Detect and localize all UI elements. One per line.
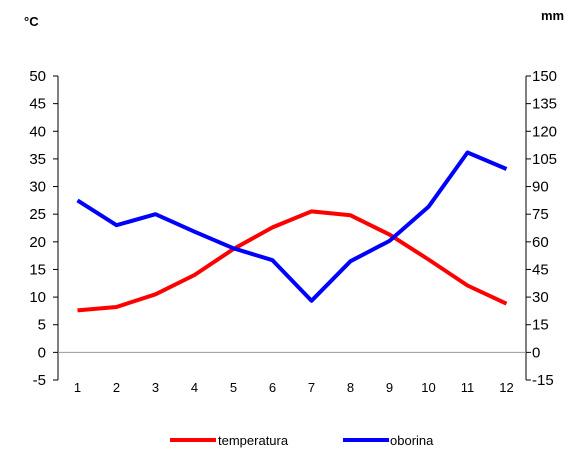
x-tick-label: 10 — [421, 380, 435, 395]
left-y-tick-label: 35 — [29, 151, 46, 168]
left-y-tick-label: 10 — [29, 289, 46, 306]
x-tick-label: 9 — [386, 380, 393, 395]
x-tick-label: 4 — [191, 380, 198, 395]
right-y-tick-label: 0 — [532, 344, 540, 361]
x-tick-label: 11 — [461, 380, 475, 395]
left-y-tick-label: 25 — [29, 206, 46, 223]
chart-legend: temperatura oborina — [170, 433, 434, 448]
right-y-tick-label: 135 — [532, 96, 557, 113]
left-y-tick-label: 20 — [29, 234, 46, 251]
left-y-tick-label: 50 — [29, 68, 46, 85]
x-tick-label: 3 — [152, 380, 159, 395]
left-y-tick-label: 45 — [29, 96, 46, 113]
x-tick-label: 12 — [499, 380, 513, 395]
left-y-tick-label: 15 — [29, 261, 46, 278]
right-y-tick-label: 75 — [532, 206, 549, 223]
right-y-tick-label: -15 — [532, 372, 554, 389]
left-y-tick-label: -5 — [33, 372, 46, 389]
x-tick-label: 8 — [347, 380, 354, 395]
left-y-tick-label: 40 — [29, 123, 46, 140]
right-y-tick-label: 30 — [532, 289, 549, 306]
series-line-temperatura — [77, 209, 508, 313]
x-tick-label: 2 — [113, 380, 120, 395]
left-axis-unit: °C — [24, 14, 39, 29]
right-y-tick-label: 105 — [532, 151, 557, 168]
chart-axes: -505101520253035404550-15015304560759010… — [29, 68, 557, 395]
right-y-tick-label: 150 — [532, 68, 557, 85]
x-tick-label: 7 — [308, 380, 315, 395]
x-tick-label: 6 — [269, 380, 276, 395]
left-y-tick-label: 5 — [38, 317, 46, 334]
right-y-tick-label: 90 — [532, 179, 549, 196]
chart-series — [76, 150, 508, 313]
series-line-oborina — [76, 150, 508, 303]
x-tick-label: 5 — [230, 380, 237, 395]
right-y-tick-label: 15 — [532, 317, 549, 334]
left-y-tick-label: 30 — [29, 179, 46, 196]
right-y-tick-label: 120 — [532, 123, 557, 140]
right-y-tick-label: 60 — [532, 234, 549, 251]
right-axis-unit: mm — [541, 8, 565, 23]
x-tick-label: 1 — [74, 380, 81, 395]
right-y-tick-label: 45 — [532, 261, 549, 278]
left-y-tick-label: 0 — [38, 344, 46, 361]
legend-label-oborina: oborina — [390, 433, 434, 448]
legend-label-temperatura: temperatura — [218, 433, 289, 448]
